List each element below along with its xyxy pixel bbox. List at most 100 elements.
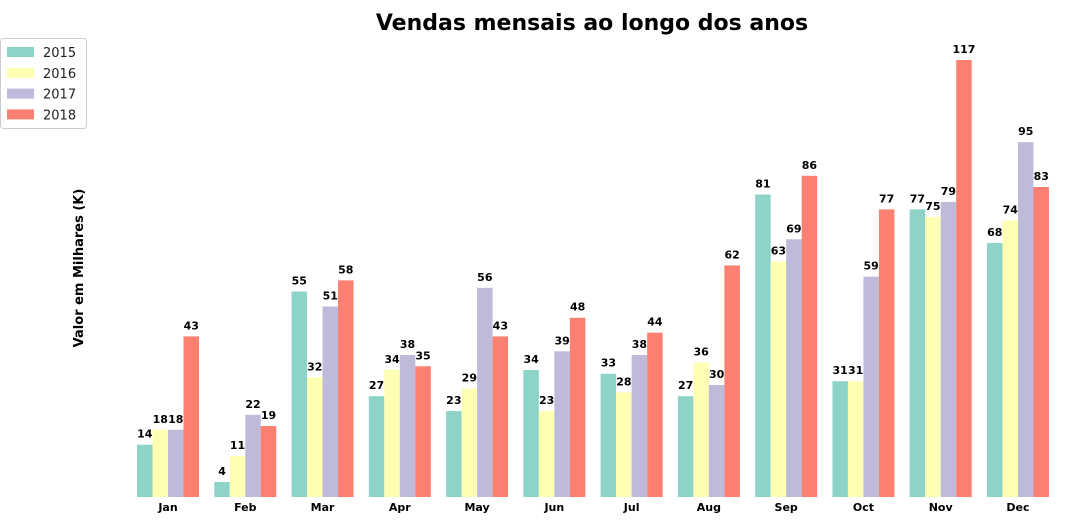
bar-2015-dec xyxy=(986,243,1003,497)
data-label-2018-apr: 35 xyxy=(415,349,430,362)
data-label-2016-feb: 11 xyxy=(230,439,245,452)
data-label-2018-jan: 43 xyxy=(184,319,199,332)
x-tick-nov: Nov xyxy=(929,501,954,514)
bar-2016-apr xyxy=(384,370,400,497)
bar-2015-sep xyxy=(755,194,771,497)
bar-2017-aug xyxy=(708,384,725,497)
chart-title: Vendas mensais ao longo dos anos xyxy=(376,11,808,36)
bar-2018-oct xyxy=(878,209,895,497)
data-label-2018-aug: 62 xyxy=(724,248,739,261)
legend-label-2018: 2018 xyxy=(43,108,76,123)
x-tick-may: May xyxy=(464,501,489,514)
legend-swatch-2018 xyxy=(7,109,34,120)
bar-2016-jan xyxy=(152,429,168,497)
bar-2017-jun xyxy=(554,351,570,497)
bar-2018-may xyxy=(492,336,509,497)
x-tick-oct: Oct xyxy=(853,501,874,514)
data-label-2015-mar: 55 xyxy=(292,275,307,288)
bar-2015-mar xyxy=(291,291,308,497)
data-label-2015-jun: 34 xyxy=(523,353,539,366)
legend-label-2017: 2017 xyxy=(43,88,76,103)
data-label-2015-oct: 31 xyxy=(833,364,848,377)
data-label-2018-nov: 117 xyxy=(952,43,975,56)
data-label-2016-may: 29 xyxy=(462,372,477,385)
data-label-2017-may: 56 xyxy=(477,271,493,284)
bar-2018-jul xyxy=(647,332,663,497)
data-label-2016-nov: 75 xyxy=(925,200,940,213)
bar-2016-nov xyxy=(925,216,941,497)
bars-layer xyxy=(137,60,1049,498)
data-label-2017-apr: 38 xyxy=(400,338,415,351)
bar-2015-oct xyxy=(832,381,848,497)
bar-2017-oct xyxy=(863,276,879,497)
bar-2017-jul xyxy=(631,355,648,497)
x-tick-jan: Jan xyxy=(157,501,177,514)
bar-2016-may xyxy=(461,388,478,497)
legend-swatch-2016 xyxy=(7,67,34,78)
data-label-2017-nov: 79 xyxy=(941,185,956,198)
bar-2017-dec xyxy=(1017,142,1034,498)
bar-2015-may xyxy=(446,411,462,497)
bar-2018-aug xyxy=(724,265,740,497)
legend-swatch-2015 xyxy=(7,47,34,57)
bar-2018-dec xyxy=(1033,186,1049,498)
bar-2016-oct xyxy=(847,381,864,497)
bar-2015-jun xyxy=(523,370,539,497)
data-label-2018-jun: 48 xyxy=(570,301,585,314)
legend-swatch-2017 xyxy=(7,88,34,99)
x-tick-aug: Aug xyxy=(697,501,721,514)
bar-2018-nov xyxy=(956,60,972,497)
data-label-2016-sep: 63 xyxy=(771,245,786,258)
data-label-2015-aug: 27 xyxy=(678,379,693,392)
bar-2018-mar xyxy=(338,280,354,497)
bar-2015-jan xyxy=(137,444,153,497)
data-label-2017-oct: 59 xyxy=(864,260,879,273)
data-label-2015-jul: 33 xyxy=(601,357,616,370)
data-label-2016-dec: 74 xyxy=(1003,204,1019,217)
bar-2018-feb xyxy=(260,426,277,497)
x-tick-feb: Feb xyxy=(234,501,257,514)
bar-2017-sep xyxy=(786,239,802,497)
bar-2016-mar xyxy=(307,377,323,497)
bar-2017-feb xyxy=(245,414,261,497)
bar-2015-apr xyxy=(368,396,385,497)
data-label-2015-dec: 68 xyxy=(987,226,1002,239)
data-label-2017-dec: 95 xyxy=(1018,125,1033,138)
x-tick-jul: Jul xyxy=(623,501,640,514)
bar-2018-jan xyxy=(183,336,199,497)
bar-2017-jan xyxy=(168,429,184,497)
data-label-2015-may: 23 xyxy=(446,394,461,407)
data-label-2018-oct: 77 xyxy=(879,192,894,205)
data-label-2018-mar: 58 xyxy=(338,263,353,276)
data-label-2015-feb: 4 xyxy=(218,465,226,478)
legend: 2015 2016 2017 2018 xyxy=(0,38,87,129)
data-label-2018-dec: 83 xyxy=(1034,170,1049,183)
data-label-2016-aug: 36 xyxy=(693,346,709,359)
bar-2016-feb xyxy=(229,455,246,497)
bar-2017-nov xyxy=(940,201,957,497)
data-label-2017-jan: 18 xyxy=(168,413,183,426)
legend-label-2015: 2015 xyxy=(43,46,76,61)
data-label-2016-jan: 18 xyxy=(153,413,168,426)
data-label-2017-jun: 39 xyxy=(554,334,569,347)
x-tick-dec: Dec xyxy=(1006,501,1029,514)
x-tick-sep: Sep xyxy=(775,501,798,514)
data-label-2016-mar: 32 xyxy=(307,360,322,373)
bar-2016-dec xyxy=(1002,220,1018,498)
bar-2015-nov xyxy=(909,209,926,497)
bar-2018-jun xyxy=(569,317,586,497)
data-label-2018-jul: 44 xyxy=(647,316,663,329)
legend-label-2016: 2016 xyxy=(43,67,76,82)
legend-box xyxy=(0,38,87,129)
x-tick-jun: Jun xyxy=(543,501,564,514)
bar-2016-aug xyxy=(693,362,709,497)
x-tick-mar: Mar xyxy=(311,501,335,514)
data-label-2015-jan: 14 xyxy=(137,428,153,441)
bar-2017-may xyxy=(477,287,493,497)
data-label-2017-sep: 69 xyxy=(786,222,801,235)
bar-2015-feb xyxy=(214,482,230,497)
data-label-2017-jul: 38 xyxy=(632,338,647,351)
